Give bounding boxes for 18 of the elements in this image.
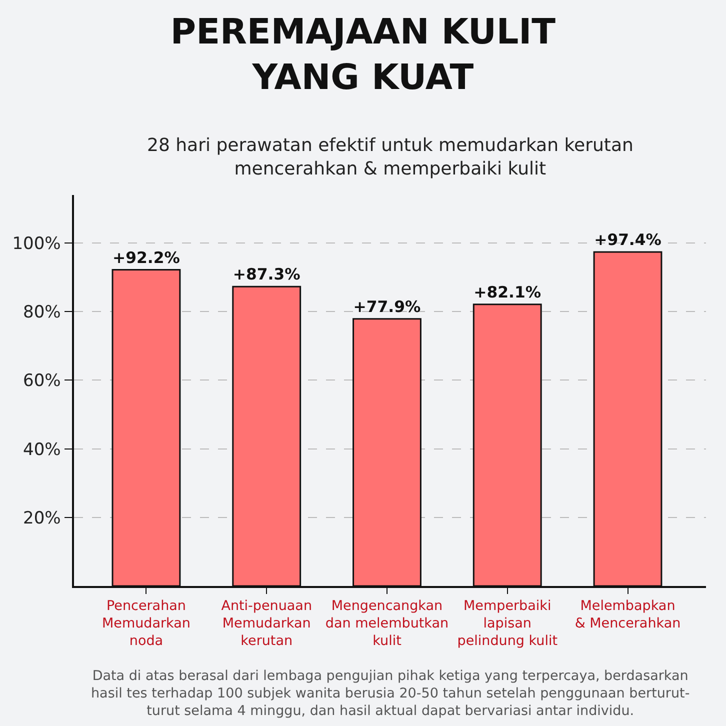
x-tick-label: Mengencangkan dan melembutkan kulit xyxy=(325,598,449,650)
chart-title: PEREMAJAAN KULIT YANG KUAT xyxy=(170,12,556,98)
x-tick-label: Melembapkan & Mencerahkan xyxy=(574,598,681,632)
y-tick-label: 80% xyxy=(23,302,61,323)
y-tick-label: 60% xyxy=(23,371,61,392)
chart-subtitle: 28 hari perawatan efektif untuk memudarkan kerutan mencerahkan & memperbaiki kulit xyxy=(147,135,634,180)
y-tick-label: 40% xyxy=(23,440,61,460)
data-label: +97.4% xyxy=(594,230,662,250)
data-label: +87.3% xyxy=(232,264,301,284)
text: Data di atas berasal dari lembaga pengujian pihak ketiga yang terpercaya, berdasarkan hasil tes terhadap 100 subjek wanita berusia 20-50 tahun setelah penggunaan berturut- turut selama 4 minggu, dan hasil aktual dapat bervariasi antar individu. xyxy=(91,668,690,720)
data-label: +92.2% xyxy=(112,248,180,267)
x-tick-label: Memperbaiki lapisan pelindung kulit xyxy=(457,598,558,650)
x-tick-label: Anti-penuaan Memudarkan kerutan xyxy=(221,598,312,650)
data-label: +82.1% xyxy=(474,282,542,302)
x-tick-label: Pencerahan Memudarkan noda xyxy=(102,598,190,650)
y-tick-label: 20% xyxy=(23,508,61,528)
data-label: +77.9% xyxy=(353,296,421,316)
y-tick-label: 100% xyxy=(12,234,61,254)
